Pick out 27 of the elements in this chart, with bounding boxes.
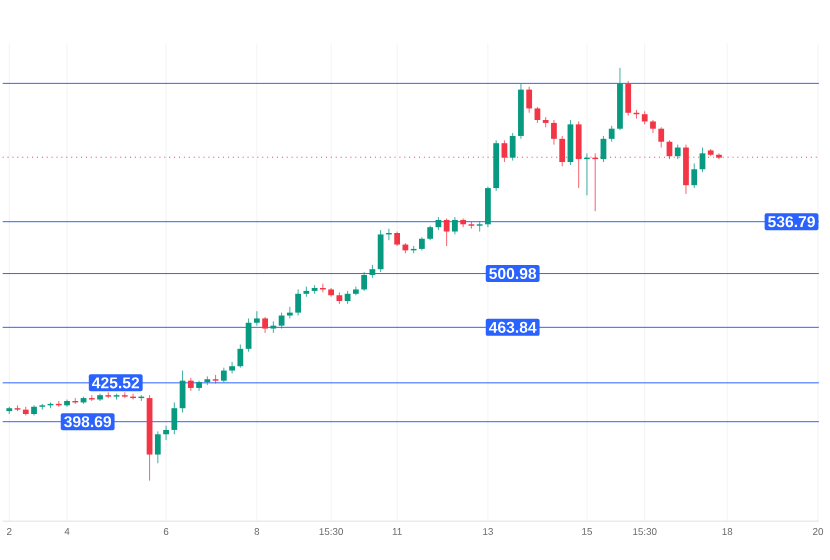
candlestick xyxy=(361,271,368,292)
candlestick xyxy=(196,380,202,391)
candlestick xyxy=(171,401,178,435)
candlestick xyxy=(253,310,260,326)
candlestick xyxy=(468,220,475,229)
candlestick xyxy=(377,229,384,273)
candlestick xyxy=(617,67,623,131)
candlestick xyxy=(212,374,219,384)
candlestick xyxy=(509,132,516,161)
candlestick xyxy=(625,80,632,116)
candlestick xyxy=(691,162,698,189)
candlestick xyxy=(551,119,557,145)
candlestick xyxy=(526,86,533,113)
candlestick xyxy=(658,126,665,148)
candlestick xyxy=(154,430,161,464)
candlestick xyxy=(493,139,500,192)
candlestick xyxy=(443,217,450,247)
candlestick xyxy=(163,424,169,441)
candlestick xyxy=(270,320,277,334)
candlestick xyxy=(286,306,293,319)
candlestick xyxy=(295,288,301,316)
candlestick xyxy=(650,119,656,134)
candlestick xyxy=(518,83,524,139)
candlestick xyxy=(476,220,483,232)
candlestick xyxy=(229,361,235,374)
candlestick xyxy=(485,185,491,228)
candlestick xyxy=(237,343,244,368)
